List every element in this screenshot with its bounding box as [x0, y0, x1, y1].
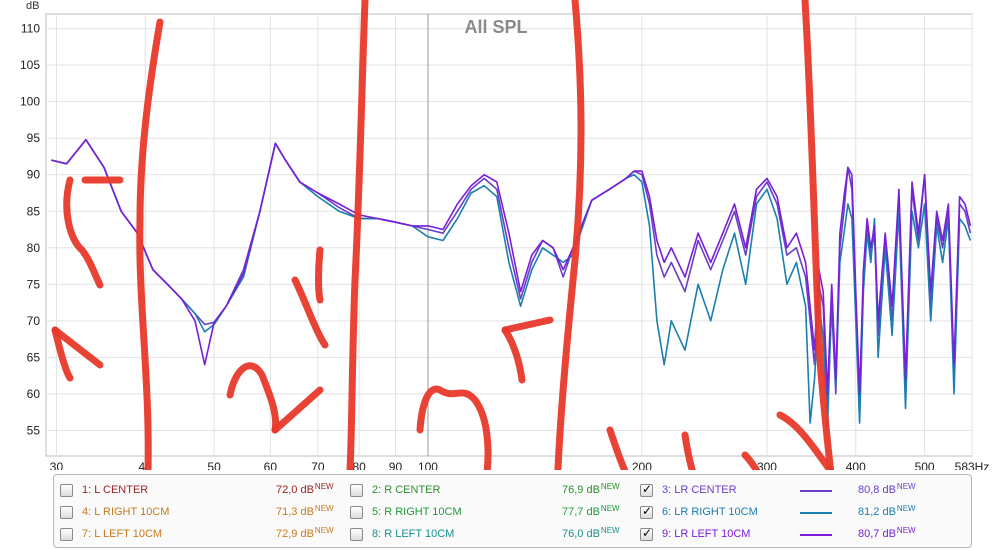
x-tick-label: 583Hz — [955, 460, 990, 470]
legend-item-lr-right-10cm[interactable]: ✓ 6: LR RIGHT 10CM 81,2 dBNEW — [640, 503, 970, 523]
checkbox[interactable]: ✓ — [640, 504, 653, 519]
y-tick-label: 90 — [27, 168, 41, 182]
y-tick-label: 75 — [27, 277, 41, 291]
checkbox[interactable]: ✓ — [640, 482, 653, 497]
legend-label: 5: R RIGHT 10CM — [372, 506, 462, 518]
marker-stroke — [501, 326, 526, 384]
checkbox[interactable] — [350, 506, 363, 519]
x-tick-label: 90 — [389, 460, 403, 470]
checkmark-icon: ✓ — [642, 526, 653, 540]
legend-row-1: 1: L CENTER 72,0 dBNEW 2: R CENTER 76,9 … — [54, 481, 971, 501]
series-swatch — [800, 534, 832, 536]
marker-stroke — [681, 431, 696, 470]
legend-label: 9: LR LEFT 10CM — [662, 528, 751, 540]
red-marker-annotations — [51, 0, 835, 470]
marker-stroke — [226, 362, 280, 434]
marker-stroke — [346, 0, 369, 470]
x-tick-label: 500 — [915, 460, 935, 470]
legend-item-r-center[interactable]: 2: R CENTER 76,9 dBNEW — [350, 481, 640, 501]
y-tick-label: 100 — [20, 95, 40, 109]
marker-stroke — [291, 276, 329, 349]
marker-stroke — [776, 411, 834, 470]
checkbox[interactable] — [60, 484, 73, 497]
marker-stroke — [271, 386, 324, 434]
legend-value: 76,0 dBNEW — [562, 526, 620, 540]
x-tick-label: 200 — [632, 460, 652, 470]
checkbox[interactable] — [60, 506, 73, 519]
y-tick-label: 70 — [27, 314, 41, 328]
y-tick-label: 80 — [27, 241, 41, 255]
legend-item-l-left-10cm[interactable]: 7: L LEFT 10CM 72,9 dBNEW — [60, 525, 350, 545]
marker-stroke — [63, 176, 104, 289]
x-tick-label: 400 — [846, 460, 866, 470]
legend-row-3: 7: L LEFT 10CM 72,9 dBNEW 8: R LEFT 10CM… — [54, 525, 971, 545]
checkbox[interactable] — [60, 528, 73, 541]
marker-stroke — [741, 451, 761, 470]
legend-row-2: 4: L RIGHT 10CM 71,3 dBNEW 5: R RIGHT 10… — [54, 503, 971, 523]
legend-label: 8: R LEFT 10CM — [372, 528, 455, 540]
marker-stroke — [501, 316, 554, 334]
legend-value: 80,7 dBNEW — [858, 526, 916, 540]
x-tick-label: 100 — [418, 460, 438, 470]
x-tick-label: 80 — [352, 460, 366, 470]
x-tick-label: 50 — [207, 460, 221, 470]
y-tick-label: 95 — [27, 131, 41, 145]
y-axis-unit: dB — [26, 0, 39, 12]
marker-stroke — [416, 385, 492, 470]
legend-item-l-right-10cm[interactable]: 4: L RIGHT 10CM 71,3 dBNEW — [60, 503, 350, 523]
checkmark-icon: ✓ — [642, 504, 653, 518]
legend-label: 3: LR CENTER — [662, 484, 737, 496]
series-swatch — [800, 512, 832, 514]
y-tick-label: 55 — [27, 423, 41, 437]
legend-label: 4: L RIGHT 10CM — [82, 506, 170, 518]
checkmark-icon: ✓ — [642, 482, 653, 496]
series-swatch — [800, 490, 832, 492]
x-tick-labels: 30 40 50 60 70 80 90 100 200 300 400 500 583Hz — [50, 460, 990, 470]
legend-value: 71,3 dBNEW — [276, 504, 334, 518]
checkbox[interactable] — [350, 484, 363, 497]
legend-value: 80,8 dBNEW — [858, 482, 916, 496]
legend-item-lr-center[interactable]: ✓ 3: LR CENTER 80,8 dBNEW — [640, 481, 970, 501]
x-tick-label: 30 — [50, 460, 64, 470]
y-tick-label: 65 — [27, 350, 41, 364]
legend-item-r-left-10cm[interactable]: 8: R LEFT 10CM 76,0 dBNEW — [350, 525, 640, 545]
legend-value: 72,0 dBNEW — [276, 482, 334, 496]
x-tick-label: 60 — [264, 460, 278, 470]
legend-label: 1: L CENTER — [82, 484, 149, 496]
legend-value: 72,9 dBNEW — [276, 526, 334, 540]
y-tick-label: 110 — [21, 22, 40, 36]
legend-item-lr-left-10cm[interactable]: ✓ 9: LR LEFT 10CM 80,7 dBNEW — [640, 525, 970, 545]
checkbox[interactable] — [350, 528, 363, 541]
series-lines — [51, 138, 972, 432]
y-tick-label: 105 — [20, 58, 40, 72]
legend-label: 2: R CENTER — [372, 484, 441, 496]
legend-value: 76,9 dBNEW — [562, 482, 620, 496]
legend-panel: 1: L CENTER 72,0 dBNEW 2: R CENTER 76,9 … — [53, 474, 972, 548]
legend-label: 7: L LEFT 10CM — [82, 528, 163, 540]
x-tick-label: 70 — [311, 460, 325, 470]
checkbox[interactable]: ✓ — [640, 526, 653, 541]
legend-item-r-right-10cm[interactable]: 5: R RIGHT 10CM 77,7 dBNEW — [350, 503, 640, 523]
marker-stroke — [136, 18, 164, 470]
legend-item-l-center[interactable]: 1: L CENTER 72,0 dBNEW — [60, 481, 350, 501]
x-tick-label: 300 — [757, 460, 777, 470]
marker-stroke — [801, 0, 835, 470]
marker-stroke — [51, 326, 104, 369]
y-tick-label: 60 — [27, 387, 41, 401]
legend-value: 81,2 dBNEW — [858, 504, 916, 518]
legend-label: 6: LR RIGHT 10CM — [662, 506, 758, 518]
marker-stroke — [554, 0, 585, 470]
y-tick-label: 85 — [27, 204, 41, 218]
chart-title: All SPL — [464, 17, 527, 37]
marker-stroke — [315, 246, 324, 304]
series-line-lr-left-10cm — [51, 138, 972, 395]
marker-stroke — [606, 426, 629, 470]
legend-value: 77,7 dBNEW — [562, 504, 620, 518]
y-tick-labels: 110 105 100 95 90 85 80 75 70 65 60 55 — [20, 22, 40, 438]
